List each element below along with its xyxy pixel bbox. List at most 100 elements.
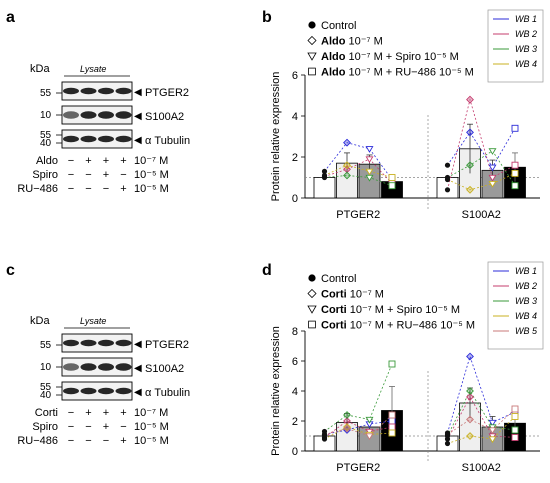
data-point [511, 124, 519, 132]
treatment-label: Spiro [32, 421, 58, 433]
wb-connection-line [447, 408, 516, 435]
wb-connection-line [447, 98, 516, 190]
wb-legend-label: WB 2 [515, 281, 537, 291]
treatment-concentration: 10⁻⁵ M [134, 435, 169, 447]
group-label: S100A2 [462, 462, 501, 474]
legend-label: Control [321, 273, 356, 285]
data-point [488, 174, 497, 182]
data-point [444, 176, 451, 183]
data-point [343, 161, 351, 170]
y-tick-label: 6 [292, 70, 298, 82]
wb-legend-box [487, 261, 544, 350]
data-point [511, 182, 519, 190]
legend-label-bold: Corti [321, 289, 347, 301]
blot-band-2 [80, 339, 97, 347]
treatment-sign: − [85, 169, 91, 181]
blot-box [61, 381, 133, 401]
data-point [321, 431, 328, 438]
legend-label: Aldo 10⁻⁷ M + Spiro 10⁻⁵ M [321, 51, 459, 63]
chart-corti: 0 2 4 6 8 Protein relative expression PTGER2 S1… [270, 261, 544, 474]
legend-label: Aldo 10⁻⁷ M [321, 36, 383, 48]
point-marker [307, 35, 317, 46]
western-blot-corti: kDa Lysate◀ PTGER2◀ S100A2◀ α Tubulin5510554… [17, 315, 190, 447]
chart-aldo: 0 2 4 6 Protein relative expression PTGER2 S10… [270, 9, 544, 221]
data-point [488, 180, 497, 188]
data-point [321, 172, 328, 179]
data-point [343, 138, 351, 147]
blot-box [61, 333, 133, 353]
treatment-sign: + [120, 183, 126, 195]
kda-marker: 55 [40, 340, 52, 351]
y-tick-label: 2 [292, 152, 298, 164]
wb-connection-line [324, 164, 393, 178]
legend-label: Corti 10⁻⁷ M + Spiro 10⁻⁵ M [321, 304, 460, 316]
treatment-sign: − [103, 183, 109, 195]
y-tick-label: 0 [292, 193, 298, 205]
treatment-concentration: 10⁻⁵ M [134, 421, 169, 433]
treatment-sign: − [85, 435, 91, 447]
wb-connection-line [324, 426, 393, 440]
treatment-sign: + [85, 407, 91, 419]
group-label: PTGER2 [336, 209, 380, 221]
y-tick-label: 4 [292, 111, 298, 123]
data-point [511, 169, 519, 177]
treatment-label: Corti [35, 407, 58, 419]
legend-label-bold: Aldo [321, 36, 346, 48]
blot-band-1 [63, 339, 79, 347]
data-point [466, 95, 474, 104]
data-point [388, 417, 396, 425]
blot-box [61, 129, 133, 149]
band-arrow-icon: ◀ [134, 339, 142, 350]
treatment-concentration: 10⁻⁷ M [134, 155, 168, 167]
band-arrow-icon: ◀ [134, 135, 142, 146]
point-marker [307, 52, 317, 61]
group-label: S100A2 [462, 209, 501, 221]
data-point [365, 416, 374, 424]
bar [313, 177, 336, 199]
blot-box [61, 81, 133, 101]
treatment-sign: − [68, 407, 74, 419]
data-point [365, 156, 374, 164]
treatment-label: RU−486 [17, 435, 58, 447]
data-point [511, 405, 519, 413]
wb-connection-line [324, 142, 393, 180]
blot-band-1 [63, 135, 79, 143]
y-axis-label: Protein relative expression [270, 326, 282, 456]
wb-legend-label: WB 3 [515, 296, 537, 306]
blot-band-1 [63, 363, 79, 371]
legend-label-bold: Aldo [321, 67, 346, 79]
treatment-sign: − [68, 421, 74, 433]
data-point [388, 423, 396, 431]
blot-band-4 [115, 111, 132, 119]
blot-band-2 [80, 387, 97, 395]
wb-legend-label: WB 1 [515, 14, 537, 24]
legend-label-rest: 10⁻⁷ M + Spiro 10⁻⁵ M [347, 304, 460, 316]
band-label-3: α Tubulin [145, 387, 190, 399]
legend-label-bold: Corti [321, 304, 347, 316]
point-marker [308, 320, 316, 329]
data-point [343, 424, 351, 433]
treatment-sign: + [85, 155, 91, 167]
treatment-sign: + [120, 155, 126, 167]
data-point [488, 427, 497, 435]
legend-label-rest: 10⁻⁷ M [347, 289, 384, 301]
kda-label: kDa [30, 63, 50, 75]
treatment-concentration: 10⁻⁷ M [134, 407, 168, 419]
y-tick-label: 2 [292, 416, 298, 428]
kda-marker: 55 [40, 382, 52, 393]
wb-legend-box [487, 9, 544, 83]
kda-label: kDa [30, 315, 50, 327]
treatment-sign: − [120, 169, 126, 181]
treatment-sign: + [103, 155, 109, 167]
data-point [321, 436, 328, 442]
data-point [466, 432, 474, 440]
wb-connection-line [324, 420, 393, 438]
lysate-label: Lysate [80, 64, 106, 74]
data-point [343, 411, 351, 419]
legend-label-bold: Aldo [321, 51, 346, 63]
point-marker [308, 274, 316, 282]
point-marker [308, 67, 316, 76]
data-point [488, 436, 497, 444]
legend-label: Corti 10⁻⁷ M + RU−486 10⁻⁵ M [321, 320, 475, 332]
